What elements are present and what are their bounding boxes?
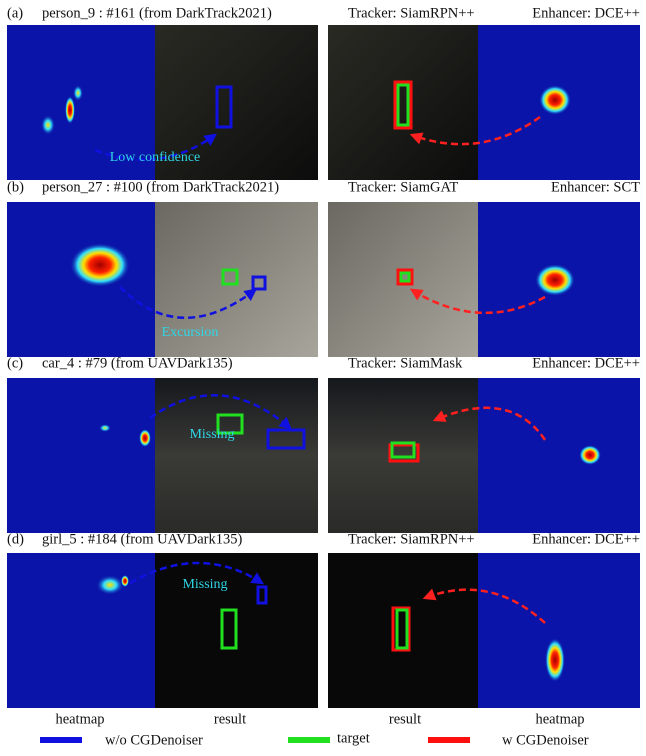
annotation: Excursion — [162, 325, 219, 340]
legend-label: w CGDenoiser — [502, 732, 589, 748]
sequence-title: car_4 : #79 (from UAVDark135) — [42, 355, 233, 371]
sequence-title: person_27 : #100 (from DarkTrack2021) — [42, 179, 279, 195]
enhancer-label: Enhancer: DCE++ — [532, 5, 640, 21]
heatmap-right — [478, 553, 640, 708]
legend-label: w/o CGDenoiser — [105, 732, 203, 748]
panel-label: (b) — [7, 179, 24, 195]
heat-blob — [579, 445, 601, 465]
annotation: Low confidence — [110, 150, 201, 165]
annotation: Missing — [189, 427, 234, 442]
heatmap-left — [7, 553, 155, 708]
legend: heatmap result result heatmap w/o CGDeno… — [40, 711, 589, 748]
enhancer-label: Enhancer: SCT — [551, 179, 640, 195]
heat-blob — [139, 429, 151, 447]
heatmap-left — [7, 378, 155, 533]
legend-caption: result — [389, 711, 421, 727]
enhancer-label: Enhancer: DCE++ — [532, 355, 640, 371]
figure: (a) person_9 : #161 (from DarkTrack2021) T… — [0, 0, 646, 756]
heat-blob — [121, 575, 129, 587]
heat-blob — [545, 638, 565, 682]
panel-label: (c) — [7, 355, 23, 371]
annotation: Missing — [182, 577, 227, 592]
heat-blob — [96, 575, 124, 595]
heat-blob — [539, 85, 571, 115]
sequence-title: girl_5 : #184 (from UAVDark135) — [42, 531, 242, 547]
result-right — [328, 553, 478, 708]
legend-caption: heatmap — [55, 711, 104, 727]
tracker-label: Tracker: SiamGAT — [348, 179, 458, 195]
legend-label: target — [337, 730, 370, 746]
result-right — [328, 25, 478, 180]
tracker-label: Tracker: SiamRPN++ — [348, 531, 475, 547]
heat-blob — [41, 115, 55, 135]
legend-caption: heatmap — [535, 711, 584, 727]
sequence-title: person_9 : #161 (from DarkTrack2021) — [42, 5, 272, 21]
heat-blob — [99, 424, 111, 432]
heat-blob — [70, 243, 130, 287]
legend-caption: result — [214, 711, 246, 727]
legend-swatch — [40, 737, 82, 743]
enhancer-label: Enhancer: DCE++ — [532, 531, 640, 547]
panel-label: (a) — [7, 5, 23, 21]
heatmap-right — [478, 378, 640, 533]
panel-label: (d) — [7, 531, 24, 547]
heat-blob — [535, 264, 575, 296]
heat-blob — [73, 85, 83, 101]
legend-swatch — [428, 737, 470, 743]
heat-blob — [65, 96, 75, 124]
tracker-label: Tracker: SiamMask — [348, 355, 463, 371]
legend-swatch — [288, 737, 330, 743]
tracker-label: Tracker: SiamRPN++ — [348, 5, 475, 21]
